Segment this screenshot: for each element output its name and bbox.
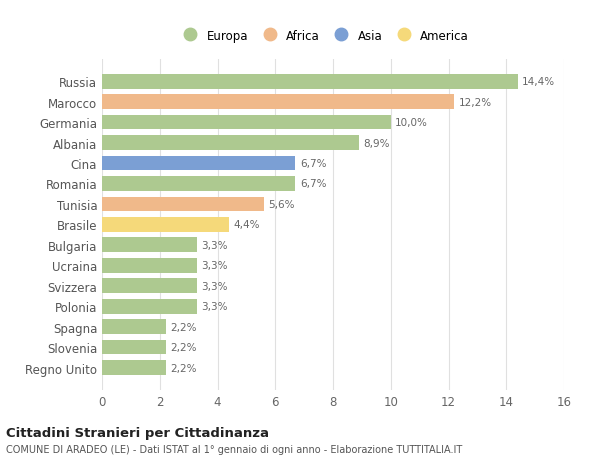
Text: 2,2%: 2,2% — [170, 342, 196, 353]
Bar — [102, 258, 197, 273]
Text: 6,7%: 6,7% — [300, 159, 326, 168]
Bar — [102, 238, 197, 252]
Bar — [102, 157, 295, 171]
Bar — [102, 360, 166, 375]
Text: 8,9%: 8,9% — [364, 138, 390, 148]
Bar — [102, 299, 197, 314]
Text: 2,2%: 2,2% — [170, 363, 196, 373]
Bar — [102, 218, 229, 232]
Text: 3,3%: 3,3% — [202, 241, 228, 250]
Bar — [102, 95, 454, 110]
Text: 3,3%: 3,3% — [202, 281, 228, 291]
Bar — [102, 319, 166, 334]
Text: 14,4%: 14,4% — [522, 77, 555, 87]
Bar — [102, 340, 166, 355]
Text: COMUNE DI ARADEO (LE) - Dati ISTAT al 1° gennaio di ogni anno - Elaborazione TUT: COMUNE DI ARADEO (LE) - Dati ISTAT al 1°… — [6, 444, 462, 454]
Text: 4,4%: 4,4% — [233, 220, 260, 230]
Bar — [102, 116, 391, 130]
Text: 12,2%: 12,2% — [458, 97, 492, 107]
Text: Cittadini Stranieri per Cittadinanza: Cittadini Stranieri per Cittadinanza — [6, 426, 269, 439]
Text: 3,3%: 3,3% — [202, 261, 228, 271]
Bar — [102, 197, 264, 212]
Legend: Europa, Africa, Asia, America: Europa, Africa, Asia, America — [175, 26, 473, 46]
Bar — [102, 75, 518, 90]
Text: 6,7%: 6,7% — [300, 179, 326, 189]
Text: 3,3%: 3,3% — [202, 302, 228, 312]
Text: 2,2%: 2,2% — [170, 322, 196, 332]
Text: 10,0%: 10,0% — [395, 118, 428, 128]
Bar — [102, 177, 295, 191]
Bar — [102, 279, 197, 293]
Text: 5,6%: 5,6% — [268, 200, 295, 209]
Bar — [102, 136, 359, 151]
